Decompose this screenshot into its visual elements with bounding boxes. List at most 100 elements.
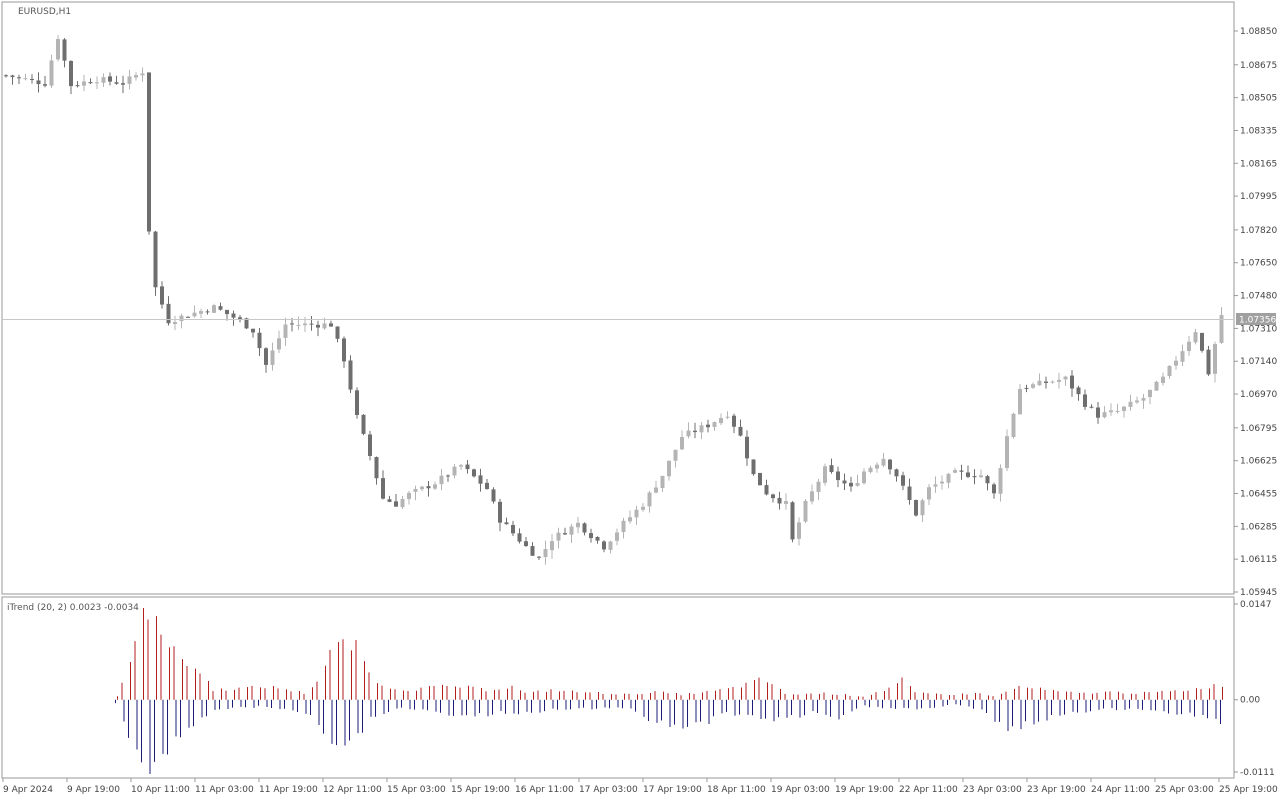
candle-body: [992, 484, 996, 494]
candle-body: [134, 75, 138, 78]
candle-body: [1037, 380, 1042, 386]
candle-body: [745, 436, 749, 459]
candle-body: [537, 556, 541, 558]
candle-body: [303, 323, 307, 326]
candle-body: [686, 430, 691, 437]
time-tick-label: 9 Apr 19:00: [67, 785, 120, 795]
price-tick-label: 1.08335: [1240, 126, 1277, 136]
candle-body: [1148, 389, 1152, 397]
candle-body: [517, 533, 522, 542]
candle-body: [1187, 341, 1191, 352]
price-tick-label: 1.07310: [1240, 324, 1277, 334]
price-tick-label: 1.06285: [1240, 522, 1277, 532]
candle-body: [966, 472, 970, 477]
candle-body: [556, 532, 561, 541]
candle-body: [1031, 384, 1035, 388]
candle-body: [706, 424, 710, 428]
candle-body: [563, 533, 567, 535]
candle-body: [1154, 381, 1159, 391]
candle-body: [387, 499, 392, 502]
candle-body: [62, 39, 67, 61]
candle-body: [452, 466, 457, 476]
candle-body: [855, 483, 860, 486]
candle-body: [816, 481, 821, 492]
candle-body: [420, 486, 424, 490]
candle-body: [400, 499, 405, 508]
candle-body: [758, 472, 762, 486]
candle-body: [751, 459, 756, 475]
candle-body: [1174, 360, 1178, 366]
time-tick-label: 19 Apr 19:00: [835, 785, 894, 795]
time-tick-label: 19 Apr 03:00: [771, 785, 830, 795]
candle-body: [940, 481, 944, 484]
candle-body: [849, 482, 853, 487]
price-candles-layer: [4, 35, 1224, 565]
price-tick-label: 1.06115: [1240, 555, 1277, 565]
candle-body: [914, 500, 918, 516]
candle-body: [257, 332, 262, 349]
candle-body: [439, 475, 444, 485]
price-tick-label: 1.07995: [1240, 192, 1277, 202]
time-tick-label: 11 Apr 03:00: [195, 785, 254, 795]
candle-body: [270, 350, 275, 365]
candle-body: [829, 465, 834, 472]
time-tick-label: 15 Apr 03:00: [387, 785, 446, 795]
candle-body: [543, 549, 548, 558]
candle-body: [511, 525, 515, 534]
price-tick-label: 1.08675: [1240, 61, 1277, 71]
candle-body: [290, 323, 294, 325]
indicator-pane-frame: [1, 596, 1235, 779]
candle-body: [1044, 381, 1048, 384]
candle-body: [797, 522, 801, 539]
candle-body: [342, 338, 346, 362]
candle-body: [225, 309, 229, 315]
candle-body: [30, 79, 34, 81]
candle-body: [231, 313, 236, 318]
candle-body: [777, 497, 782, 504]
time-tick-label: 18 Apr 11:00: [707, 785, 766, 795]
candle-body: [108, 76, 112, 82]
candle-body: [88, 82, 93, 84]
candle-body: [485, 482, 489, 490]
time-tick-label: 23 Apr 03:00: [963, 785, 1022, 795]
candle-body: [1096, 407, 1100, 418]
candle-body: [569, 526, 574, 535]
candle-body: [634, 509, 639, 518]
price-axis: 1.08850 1.08675 1.08505 1.08335 1.08165 1.079…: [1234, 27, 1277, 598]
candle-body: [959, 470, 964, 472]
candle-body: [660, 475, 665, 489]
candle-body: [394, 501, 398, 507]
time-tick-label: 25 Apr 03:00: [1155, 785, 1214, 795]
candle-body: [1018, 388, 1022, 415]
candle-body: [667, 460, 671, 477]
candle-body: [641, 506, 645, 510]
candle-body: [881, 458, 886, 466]
candle-body: [738, 426, 743, 436]
candle-body: [868, 467, 873, 473]
candle-body: [1167, 365, 1172, 377]
candle-body: [433, 484, 437, 489]
candle-body: [368, 434, 372, 456]
candle-body: [1135, 400, 1139, 403]
candle-body: [875, 464, 879, 469]
current-price-tag: [1236, 313, 1276, 325]
candle-body: [615, 532, 619, 541]
candle-body: [836, 471, 840, 481]
candle-body: [277, 338, 281, 350]
candle-body: [140, 73, 145, 76]
price-tick-label: 1.05945: [1240, 588, 1277, 598]
candle-body: [212, 305, 216, 313]
candle-body: [101, 77, 106, 83]
candle-body: [459, 465, 463, 467]
candle-body: [205, 311, 210, 313]
candle-body: [1193, 332, 1198, 343]
candle-body: [1057, 379, 1061, 382]
candle-body: [1200, 332, 1204, 351]
candle-body: [550, 541, 554, 551]
indicator-axis: 0.0147 0.00 -0.0111: [1234, 600, 1275, 778]
candle-body: [1161, 376, 1165, 383]
candle-body: [147, 72, 151, 232]
candle-body: [4, 75, 8, 77]
